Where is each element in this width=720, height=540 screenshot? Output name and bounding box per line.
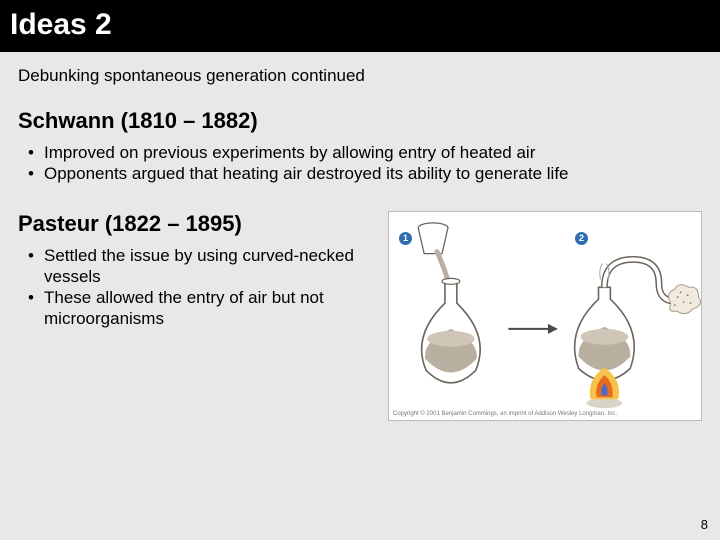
- pouring-vessel-icon: [418, 222, 449, 284]
- subtitle: Debunking spontaneous generation continu…: [18, 66, 702, 86]
- list-item: Opponents argued that heating air destro…: [44, 163, 702, 184]
- slide: Ideas 2 Debunking spontaneous generation…: [0, 0, 720, 540]
- step-2-badge: 2: [575, 232, 588, 245]
- page-number: 8: [701, 517, 708, 532]
- slide-body: Debunking spontaneous generation continu…: [0, 52, 720, 421]
- step-1-badge: 1: [399, 232, 412, 245]
- section-heading-pasteur: Pasteur (1822 – 1895): [18, 211, 388, 237]
- figure-caption: Copyright © 2001 Benjamin Cummings, an i…: [393, 411, 617, 417]
- list-item: These allowed the entry of air but not m…: [44, 287, 374, 330]
- pasteur-figure: 1 2: [388, 211, 702, 421]
- flask-1-icon: [422, 278, 481, 382]
- dust-cloud-icon: [669, 284, 701, 313]
- pasteur-text-column: Pasteur (1822 – 1895) Settled the issue …: [18, 211, 388, 330]
- arrow-icon: [508, 323, 558, 333]
- title-bar: Ideas 2: [0, 0, 720, 52]
- swan-neck-flask-icon: [575, 259, 676, 380]
- list-item: Improved on previous experiments by allo…: [44, 142, 702, 163]
- slide-title: Ideas 2: [10, 8, 710, 42]
- list-item: Settled the issue by using curved-necked…: [44, 245, 374, 288]
- bullet-list-pasteur: Settled the issue by using curved-necked…: [18, 245, 388, 330]
- pasteur-row: Pasteur (1822 – 1895) Settled the issue …: [18, 211, 702, 421]
- bullet-list-schwann: Improved on previous experiments by allo…: [18, 142, 702, 185]
- section-heading-schwann: Schwann (1810 – 1882): [18, 108, 702, 134]
- pasteur-diagram-svg: [389, 212, 701, 420]
